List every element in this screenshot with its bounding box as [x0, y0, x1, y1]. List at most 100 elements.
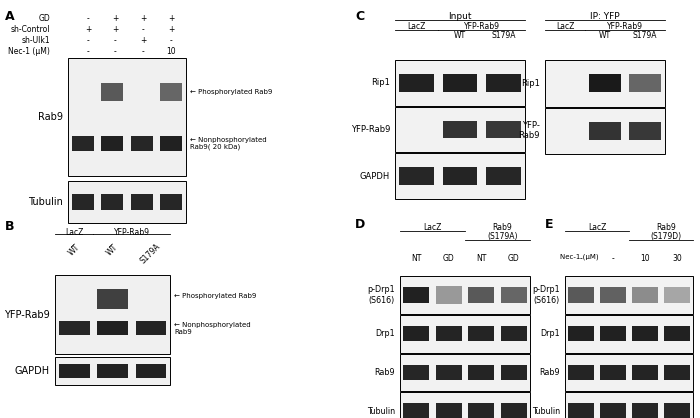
Bar: [97, 364, 128, 378]
Text: -: -: [87, 14, 90, 23]
Bar: [68, 181, 186, 223]
Bar: [565, 315, 693, 352]
Bar: [71, 136, 94, 151]
Text: Nec-1 (μM): Nec-1 (μM): [560, 254, 598, 260]
Bar: [400, 354, 530, 391]
Text: Tubulin: Tubulin: [28, 197, 63, 207]
Bar: [589, 122, 621, 140]
Bar: [71, 194, 94, 209]
Bar: [664, 326, 690, 342]
Bar: [399, 74, 434, 92]
Text: Nec-1 (μM): Nec-1 (μM): [8, 47, 50, 56]
Bar: [55, 275, 170, 354]
Text: ← Nonphosphorylated
Rab9: ← Nonphosphorylated Rab9: [174, 321, 251, 334]
Text: IP: YFP: IP: YFP: [590, 12, 620, 21]
Bar: [130, 136, 153, 151]
Bar: [664, 364, 690, 380]
Text: LacZ: LacZ: [556, 22, 574, 31]
Bar: [68, 58, 186, 176]
Bar: [160, 83, 183, 101]
Text: YFP-Rab9: YFP-Rab9: [607, 22, 643, 31]
Bar: [136, 364, 166, 378]
Bar: [468, 403, 494, 418]
Bar: [565, 276, 693, 314]
Text: YFP-Rab9: YFP-Rab9: [4, 310, 50, 320]
Bar: [101, 194, 123, 209]
Text: +: +: [168, 14, 174, 23]
Text: -: -: [113, 47, 116, 56]
Text: -: -: [113, 36, 116, 45]
Text: +: +: [112, 14, 118, 23]
Text: GD: GD: [443, 254, 454, 263]
Bar: [629, 74, 661, 92]
Text: Rab9: Rab9: [656, 223, 676, 232]
Text: +: +: [168, 25, 174, 34]
Bar: [400, 276, 530, 314]
Bar: [97, 289, 128, 309]
Bar: [403, 326, 429, 342]
Bar: [136, 321, 166, 335]
Bar: [486, 167, 521, 185]
Text: S179A: S179A: [491, 31, 516, 40]
Text: GAPDH: GAPDH: [15, 366, 50, 376]
Text: -: -: [580, 254, 582, 263]
Text: YFP-
Rab9: YFP- Rab9: [519, 121, 540, 140]
Text: Rab9: Rab9: [493, 223, 512, 232]
Bar: [403, 403, 429, 418]
Bar: [435, 403, 462, 418]
Text: 10: 10: [640, 254, 650, 263]
Bar: [101, 83, 123, 101]
Text: -: -: [169, 36, 172, 45]
Text: ← Nonphosphorylated
Rab9( 20 kDa): ← Nonphosphorylated Rab9( 20 kDa): [190, 137, 267, 150]
Text: WT: WT: [105, 242, 120, 257]
Text: Rab9: Rab9: [38, 112, 63, 122]
Text: LacZ: LacZ: [407, 22, 426, 31]
Text: -: -: [141, 47, 144, 56]
Text: +: +: [112, 25, 118, 34]
Bar: [486, 74, 521, 92]
Text: GAPDH: GAPDH: [360, 172, 390, 181]
Bar: [160, 194, 183, 209]
Bar: [97, 321, 128, 335]
Bar: [442, 167, 477, 185]
Text: Rab9: Rab9: [374, 368, 395, 377]
Text: +: +: [140, 14, 146, 23]
Text: -: -: [87, 36, 90, 45]
Text: S179A: S179A: [139, 242, 162, 266]
Bar: [664, 287, 690, 303]
Text: Drp1: Drp1: [540, 329, 560, 338]
Text: (S179D): (S179D): [650, 232, 682, 241]
Text: LacZ: LacZ: [65, 228, 83, 237]
Text: YFP-Rab9: YFP-Rab9: [113, 228, 150, 237]
Text: NT: NT: [411, 254, 421, 263]
Text: LacZ: LacZ: [588, 223, 606, 232]
Bar: [395, 107, 525, 152]
Bar: [632, 287, 658, 303]
Text: ← Phosphorylated Rab9: ← Phosphorylated Rab9: [190, 89, 272, 95]
Text: YFP-Rab9: YFP-Rab9: [463, 22, 500, 31]
Bar: [589, 74, 621, 92]
Bar: [435, 364, 462, 380]
Bar: [395, 60, 525, 106]
Text: LacZ: LacZ: [424, 223, 442, 232]
Bar: [59, 364, 90, 378]
Text: -: -: [87, 47, 90, 56]
Bar: [568, 326, 594, 342]
Bar: [632, 326, 658, 342]
Text: p-Drp1
(S616): p-Drp1 (S616): [533, 285, 560, 305]
Text: NT: NT: [476, 254, 486, 263]
Bar: [486, 121, 521, 138]
Bar: [600, 364, 626, 380]
Bar: [629, 122, 661, 140]
Bar: [545, 60, 665, 107]
Bar: [435, 326, 462, 342]
Bar: [632, 403, 658, 418]
Text: -: -: [141, 25, 144, 34]
Text: 30: 30: [672, 254, 682, 263]
Bar: [160, 136, 183, 151]
Text: GD: GD: [508, 254, 519, 263]
Bar: [435, 285, 462, 304]
Bar: [400, 392, 530, 418]
Text: C: C: [355, 10, 364, 23]
Bar: [545, 107, 665, 154]
